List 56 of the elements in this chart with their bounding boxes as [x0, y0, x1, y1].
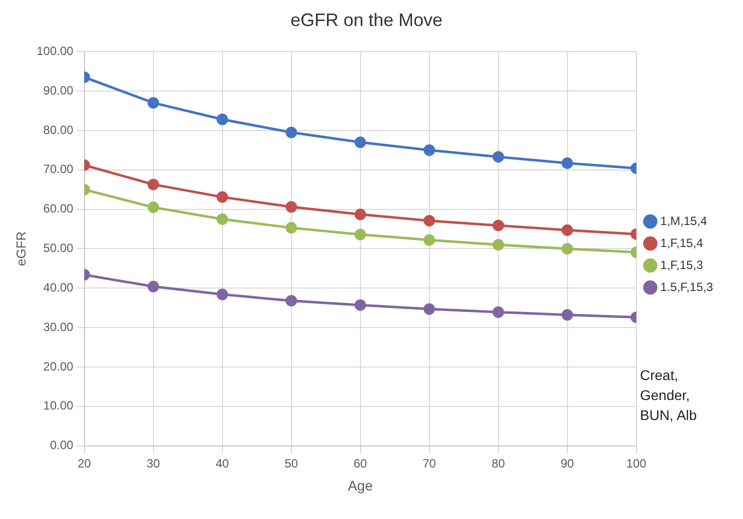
- legend-label: 1,F,15,4: [660, 236, 704, 250]
- x-tick-label: 40: [216, 456, 230, 470]
- point: [492, 151, 504, 163]
- legend-label: 1.5,F,15,3: [660, 280, 714, 294]
- point: [148, 97, 160, 109]
- point: [286, 126, 298, 138]
- x-tick-label: 90: [560, 456, 574, 470]
- y-tick-label: 30.00: [43, 320, 74, 334]
- x-tick-label: 30: [146, 456, 160, 470]
- point: [286, 294, 298, 306]
- y-tick-label: 60.00: [43, 202, 74, 216]
- point: [216, 191, 228, 203]
- x-tick-label: 50: [284, 456, 298, 470]
- point: [216, 213, 228, 225]
- y-tick-label: 100.00: [36, 44, 74, 58]
- point: [424, 214, 436, 226]
- point: [562, 309, 574, 321]
- x-axis-title: Age: [348, 477, 373, 494]
- point: [562, 157, 574, 169]
- point: [286, 201, 298, 213]
- y-tick-label: 50.00: [43, 241, 74, 256]
- point: [148, 280, 160, 292]
- y-axis-title: eGFR: [13, 231, 28, 266]
- point: [354, 299, 366, 311]
- y-tick-label: 90.00: [43, 83, 74, 98]
- point: [492, 239, 504, 251]
- chart-title: eGFR on the Move: [290, 10, 443, 30]
- x-tick-label: 100: [626, 456, 647, 470]
- x-tick-label: 20: [78, 456, 92, 470]
- x-tick-label: 70: [422, 456, 436, 470]
- point: [424, 234, 436, 246]
- legend-label: 1,F,15,3: [660, 258, 704, 272]
- text: Creat, Gender, BUN, Alb: [640, 366, 698, 425]
- y-tick-label: 20.00: [43, 359, 74, 374]
- point: [492, 306, 504, 318]
- y-tick-label: 70.00: [43, 162, 74, 176]
- point: [354, 208, 366, 220]
- y-tick-label: 80.00: [43, 122, 74, 137]
- point: [354, 228, 366, 240]
- point: [216, 114, 228, 126]
- point: [562, 224, 574, 236]
- point: [148, 178, 160, 190]
- point: [424, 303, 436, 315]
- point: [562, 242, 574, 254]
- y-tick-label: 10.00: [43, 398, 74, 413]
- y-tick-label: 40.00: [43, 280, 74, 294]
- point: [354, 136, 366, 148]
- point: [216, 288, 228, 300]
- point: [424, 144, 436, 156]
- point: [148, 202, 160, 214]
- point: [492, 220, 504, 232]
- x-tick-label: 60: [354, 456, 368, 470]
- point: [286, 222, 298, 234]
- legend-label: 1,M,15,4: [660, 214, 708, 228]
- x-tick-label: 80: [492, 456, 506, 470]
- y-tick-label: 0.00: [50, 438, 74, 452]
